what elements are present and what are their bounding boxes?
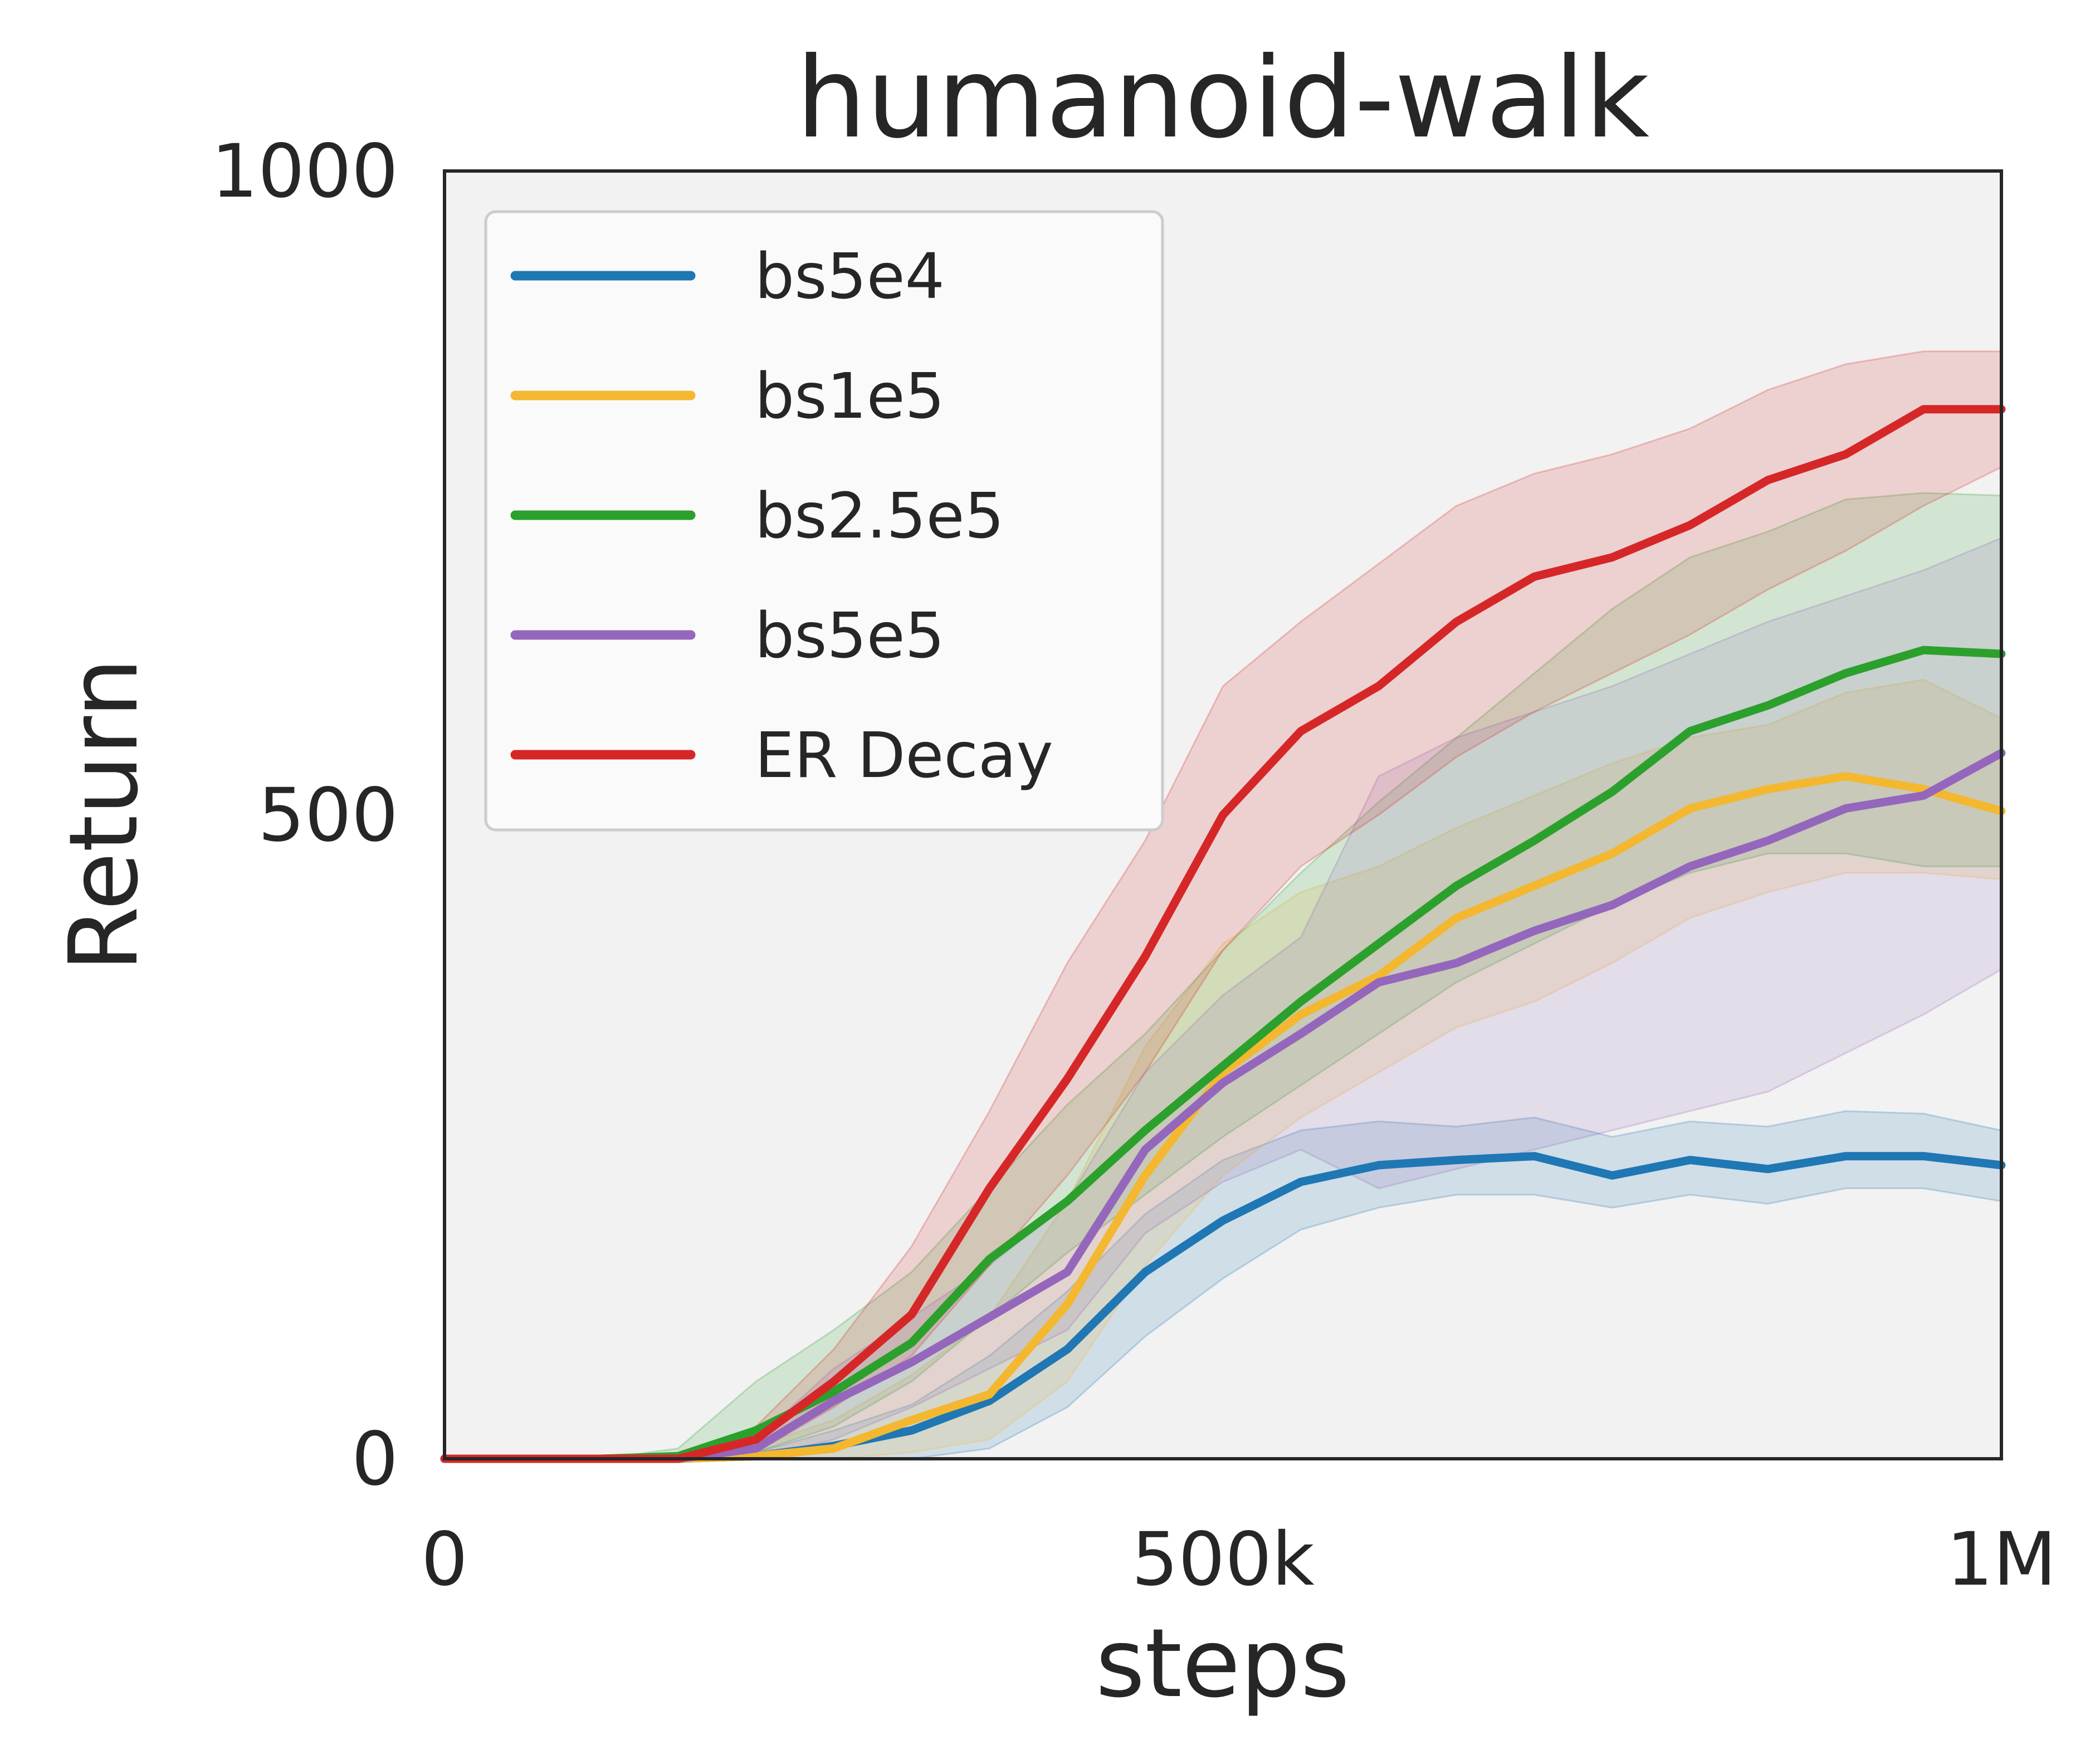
y-tick-labels: 0 500 1000 (211, 129, 398, 1502)
legend-bs5e4-label: bs5e4 (755, 241, 945, 313)
y-tick-label: 0 (351, 1416, 398, 1502)
legend-bs2-5e5-label: bs2.5e5 (755, 480, 1004, 553)
y-tick-label: 500 (258, 773, 398, 858)
x-axis-label: steps (1096, 1609, 1350, 1719)
chart-title: humanoid-walk (796, 33, 1649, 163)
legend-bs5e5-label: bs5e5 (755, 600, 945, 672)
legend: bs5e4 bs1e5 bs2.5e5 bs5e5 ER Decay (484, 210, 1164, 832)
y-tick-label: 1000 (211, 129, 398, 214)
legend-bs1e5-label: bs1e5 (755, 360, 945, 433)
x-tick-label: 0 (421, 1517, 468, 1602)
series-bs2-5e5-line (440, 646, 2006, 1463)
x-tick-labels: 0 500k 1M (421, 1517, 2057, 1602)
legend-er-decay-label: ER Decay (755, 720, 1053, 792)
series-er-decay-line (440, 405, 2006, 1463)
x-tick-label: 1M (1946, 1517, 2057, 1602)
plot-frame (443, 169, 2003, 1460)
legend-box (484, 210, 1164, 832)
y-axis-label: Return (49, 658, 159, 972)
x-tick-label: 500k (1131, 1517, 1315, 1602)
